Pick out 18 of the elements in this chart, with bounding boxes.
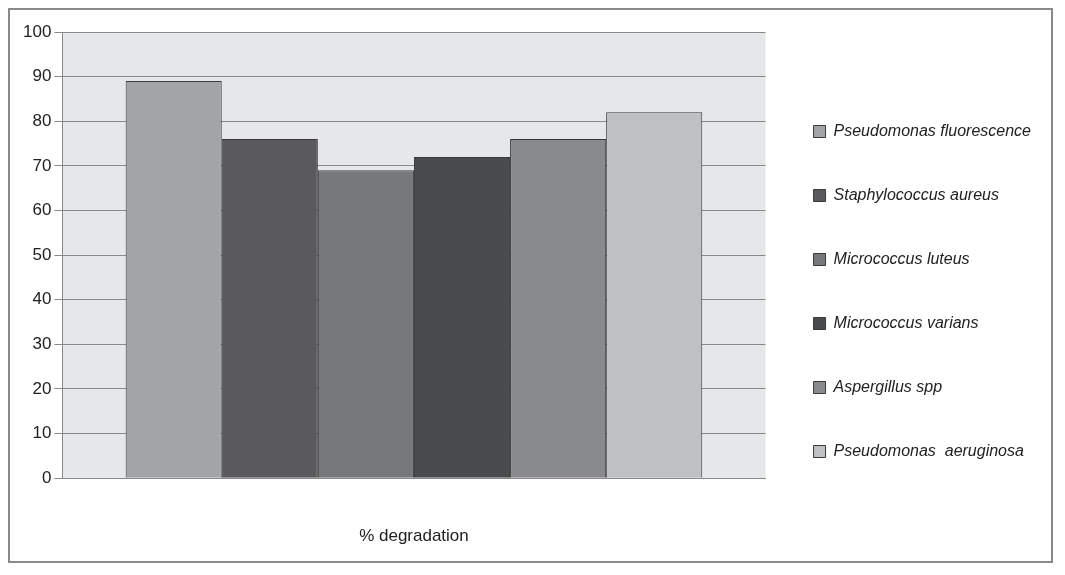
y-tick-label: 0 (41, 467, 52, 487)
y-tick-label: 60 (32, 200, 52, 220)
legend-label: Staphylococcus aureus (833, 185, 999, 203)
legend-label: Pseudomonas fluorescence (833, 121, 1032, 139)
y-tick-label: 50 (32, 244, 52, 264)
y-tick-label: 70 (32, 155, 52, 175)
x-axis-title: % degradation (359, 526, 469, 546)
y-tick-label: 90 (32, 66, 52, 86)
y-tick-label: 40 (32, 289, 52, 309)
y-tick-label: 100 (22, 21, 52, 41)
y-tick-label: 20 (32, 378, 52, 398)
legend-label: Aspergillus spp (832, 377, 943, 395)
y-tick-label: 30 (32, 334, 52, 354)
legend-label: Micrococcus varians (833, 313, 979, 331)
legend-label: Micrococcus luteus (833, 249, 970, 267)
legend-label: Pseudomonas aeruginosa (833, 441, 1024, 459)
y-tick-label: 10 (32, 423, 52, 443)
y-tick-label: 80 (32, 110, 52, 130)
